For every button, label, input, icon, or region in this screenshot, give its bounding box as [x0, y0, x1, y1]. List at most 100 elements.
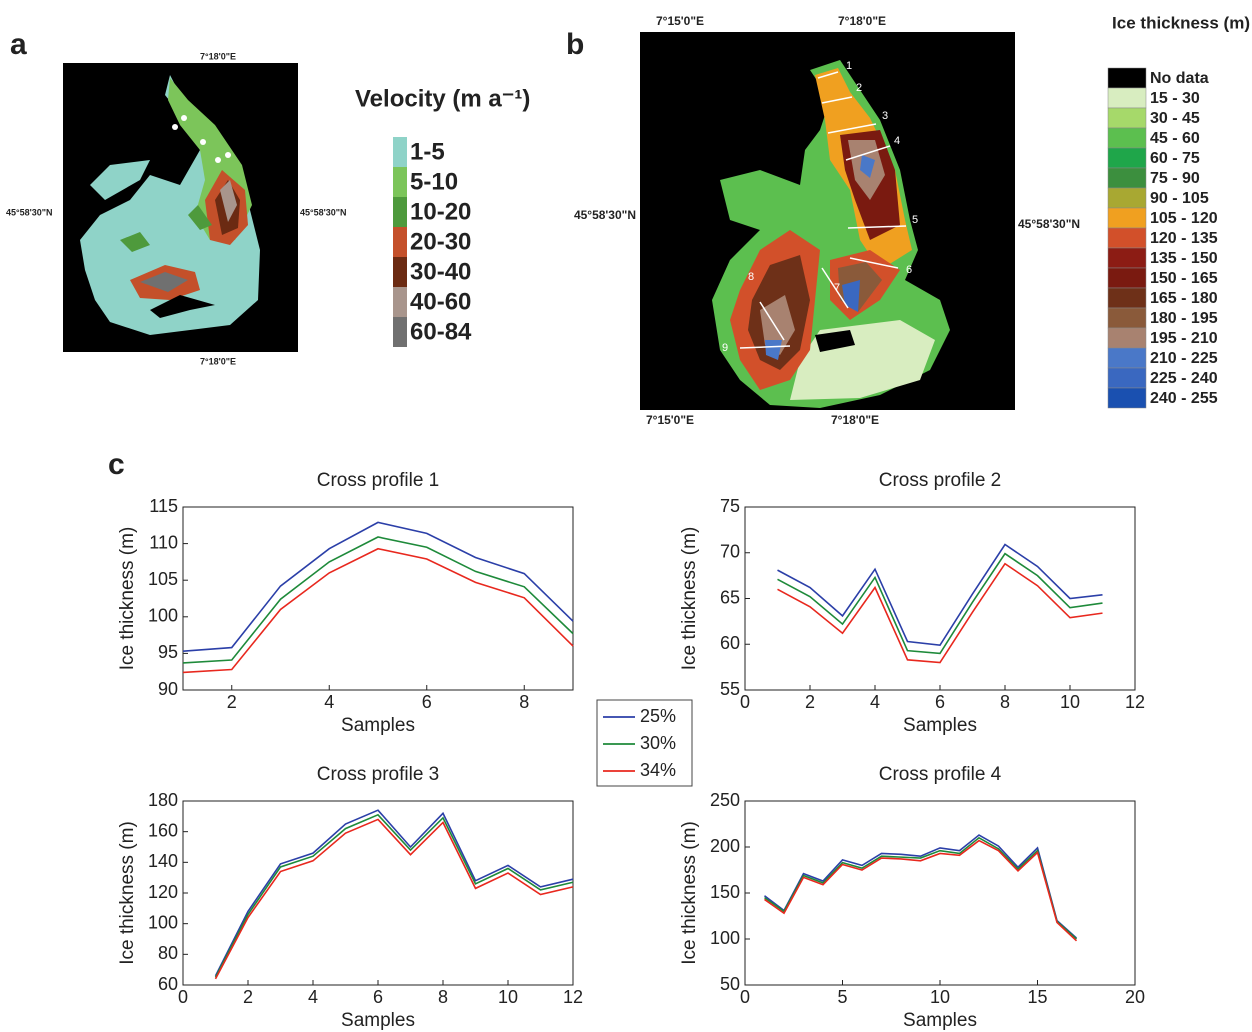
- y-tick-label: 250: [710, 790, 740, 810]
- x-tick-label: 20: [1125, 987, 1145, 1007]
- legend-swatch: [393, 257, 407, 287]
- legend-label: 210 - 225: [1150, 350, 1218, 367]
- y-tick-label: 105: [148, 569, 178, 589]
- y-axis-label: Ice thickness (m): [117, 527, 138, 671]
- map-coordinate: 45°58'30"N: [574, 208, 636, 222]
- x-tick-label: 8: [519, 692, 529, 712]
- x-tick-label: 0: [740, 692, 750, 712]
- x-axis-label: Samples: [341, 715, 415, 736]
- x-tick-label: 6: [422, 692, 432, 712]
- y-tick-label: 75: [720, 496, 740, 516]
- series-line: [214, 818, 574, 980]
- profile-label: 4: [894, 135, 900, 147]
- map-coordinate: 7°18'0"E: [838, 14, 886, 28]
- series-line: [777, 543, 1103, 647]
- series-line: [214, 809, 574, 977]
- panel-label: a: [10, 28, 27, 61]
- map-coordinate: 7°15'0"E: [656, 14, 704, 28]
- chart-title: Cross profile 2: [879, 470, 1002, 491]
- x-tick-label: 6: [373, 987, 383, 1007]
- x-tick-label: 4: [324, 692, 334, 712]
- legend-label: 60 - 75: [1150, 150, 1200, 167]
- y-tick-label: 55: [720, 679, 740, 699]
- legend-label: 34%: [640, 760, 676, 780]
- x-axis-label: Samples: [903, 715, 977, 736]
- legend-swatch: [393, 317, 407, 347]
- legend-label: No data: [1150, 70, 1209, 87]
- y-tick-label: 60: [720, 633, 740, 653]
- legend-swatch: [1107, 107, 1147, 129]
- x-tick-label: 10: [498, 987, 518, 1007]
- legend-label: 40-60: [410, 288, 471, 315]
- x-tick-label: 10: [930, 987, 950, 1007]
- legend-label: 20-30: [410, 228, 471, 255]
- y-axis-label: Ice thickness (m): [679, 527, 700, 671]
- x-tick-label: 15: [1027, 987, 1047, 1007]
- x-tick-label: 5: [837, 987, 847, 1007]
- legend-label: 120 - 135: [1150, 230, 1218, 247]
- legend-swatch: [1107, 167, 1147, 189]
- legend-label: 135 - 150: [1150, 250, 1218, 267]
- legend-label: 10-20: [410, 198, 471, 225]
- legend-label: 225 - 240: [1150, 370, 1218, 387]
- y-tick-label: 150: [710, 882, 740, 902]
- map-coordinate: 45°58'30"N: [6, 207, 53, 217]
- legend-label: 180 - 195: [1150, 310, 1218, 327]
- legend-swatch: [1107, 347, 1147, 369]
- y-tick-label: 50: [720, 974, 740, 994]
- legend-label: 1-5: [410, 138, 445, 165]
- profile-label: 8: [748, 271, 754, 283]
- map-coordinate: 7°18'0"E: [831, 413, 879, 427]
- series-line: [764, 839, 1078, 942]
- chart-title: Cross profile 4: [879, 764, 1002, 785]
- y-tick-label: 100: [710, 928, 740, 948]
- series-line: [777, 562, 1103, 664]
- y-tick-label: 70: [720, 542, 740, 562]
- legend-swatch: [1107, 127, 1147, 149]
- legend-swatch: [1107, 207, 1147, 229]
- legend-swatch: [1107, 227, 1147, 249]
- profile-label: 5: [912, 214, 918, 226]
- series-line: [214, 813, 574, 978]
- series-line: [182, 547, 574, 674]
- legend-label: 150 - 165: [1150, 270, 1218, 287]
- x-tick-label: 6: [935, 692, 945, 712]
- y-tick-label: 100: [148, 606, 178, 626]
- legend-label: 30%: [640, 733, 676, 753]
- profile-label: 1: [846, 60, 852, 72]
- x-tick-label: 0: [178, 987, 188, 1007]
- y-tick-label: 90: [158, 679, 178, 699]
- x-axis-label: Samples: [903, 1010, 977, 1031]
- series-line: [182, 536, 574, 664]
- legend-label: 25%: [640, 706, 676, 726]
- profile-label: 7: [834, 282, 840, 294]
- series-line: [764, 834, 1078, 939]
- y-tick-label: 120: [148, 882, 178, 902]
- legend-label: 75 - 90: [1150, 170, 1200, 187]
- y-tick-label: 60: [158, 974, 178, 994]
- legend-swatch: [1107, 267, 1147, 289]
- legend-swatch: [393, 137, 407, 167]
- y-tick-label: 140: [148, 851, 178, 871]
- x-tick-label: 12: [563, 987, 583, 1007]
- x-tick-label: 0: [740, 987, 750, 1007]
- profile-label: 9: [722, 342, 728, 354]
- legend-swatch: [1107, 147, 1147, 169]
- y-tick-label: 95: [158, 642, 178, 662]
- series-line: [764, 836, 1078, 940]
- legend-swatch: [1107, 367, 1147, 389]
- y-tick-label: 200: [710, 836, 740, 856]
- x-tick-label: 8: [438, 987, 448, 1007]
- x-tick-label: 4: [308, 987, 318, 1007]
- legend-label: 60-84: [410, 318, 472, 345]
- y-tick-label: 100: [148, 912, 178, 932]
- legend-label: 5-10: [410, 168, 458, 195]
- legend-swatch: [393, 227, 407, 257]
- y-tick-label: 110: [149, 532, 178, 552]
- legend-label: 90 - 105: [1150, 190, 1209, 207]
- chart-title: Cross profile 3: [317, 764, 440, 785]
- map-coordinate: 7°18'0"E: [200, 356, 236, 366]
- y-tick-label: 160: [148, 820, 178, 840]
- map-coordinate: 45°58'30"N: [1018, 217, 1080, 231]
